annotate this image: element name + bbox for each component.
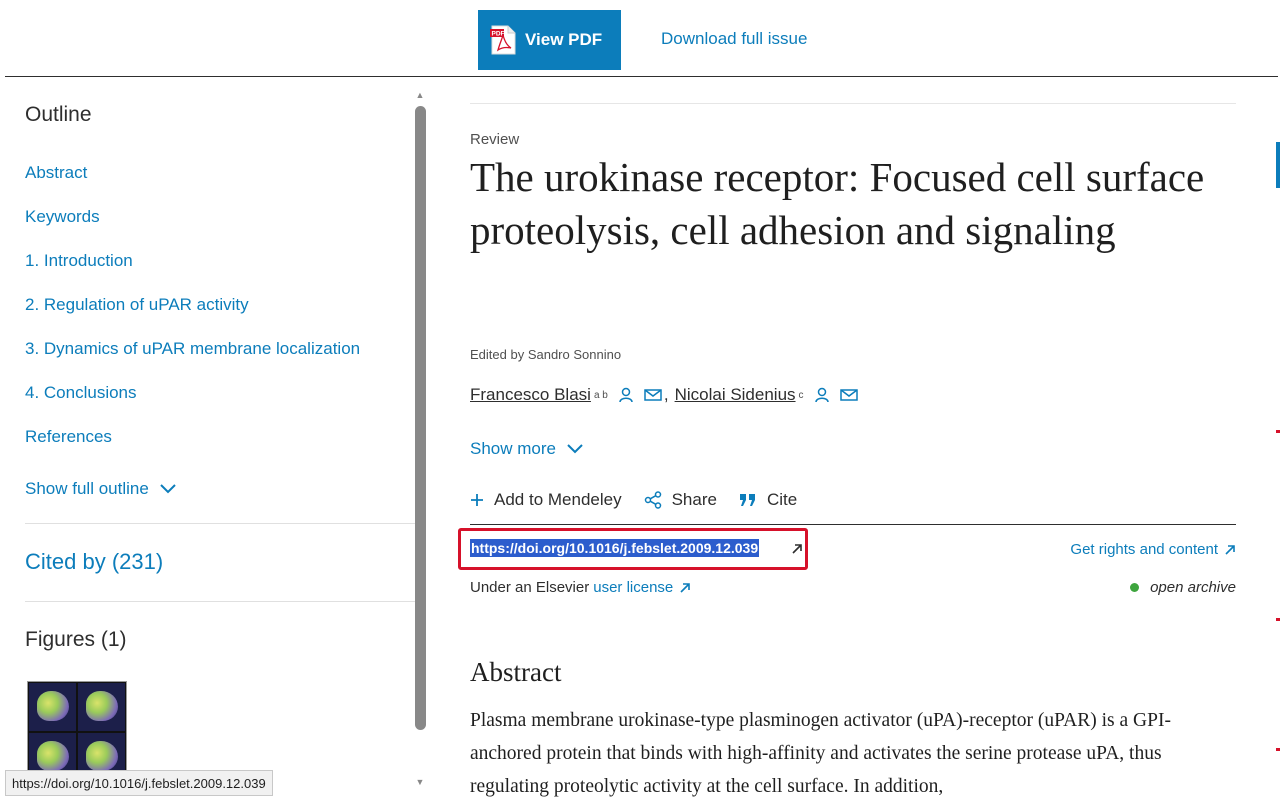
doi-focus-highlight <box>458 528 808 570</box>
article-title: The urokinase receptor: Focused cell sur… <box>470 154 1205 253</box>
open-archive-badge: open archive <box>1130 579 1236 596</box>
download-full-issue-link[interactable]: Download full issue <box>661 29 808 48</box>
cite-button[interactable]: Cite <box>739 490 797 510</box>
mendeley-label: Add to Mendeley <box>494 490 622 509</box>
user-license-link[interactable]: user license <box>593 579 691 596</box>
show-more-label: Show more <box>470 439 556 458</box>
article-type-label: Review <box>470 131 520 148</box>
svg-text:PDF: PDF <box>492 31 505 38</box>
share-label: Share <box>671 490 717 509</box>
doi-divider <box>470 524 1236 525</box>
user-license-label: user license <box>593 579 674 596</box>
quote-icon <box>739 494 755 506</box>
figures-heading: Figures (1) <box>25 628 127 651</box>
outline-item-references[interactable]: References <box>25 427 112 446</box>
article-actions: Add to Mendeley Share Cite <box>470 490 819 510</box>
outline-sidebar: Outline Abstract Keywords 1. Introductio… <box>5 77 415 800</box>
view-pdf-button[interactable]: PDF View PDF <box>478 10 621 70</box>
outline-item-abstract[interactable]: Abstract <box>25 163 88 182</box>
author-name-blasi[interactable]: Francesco Blasi <box>470 385 591 404</box>
plus-icon <box>471 494 483 506</box>
external-link-icon <box>680 582 691 593</box>
right-column-edge <box>1276 90 1280 790</box>
author-name-sidenius[interactable]: Nicolai Sidenius <box>674 385 796 404</box>
right-edge-mark <box>1276 748 1280 751</box>
get-rights-link[interactable]: Get rights and content <box>1070 541 1236 558</box>
outline-item-dynamics[interactable]: 3. Dynamics of uPAR membrane localizatio… <box>25 339 361 358</box>
edited-by-label: Edited by Sandro Sonnino <box>470 347 622 362</box>
add-to-mendeley-button[interactable]: Add to Mendeley <box>470 490 622 510</box>
author-affiliation-blasi[interactable]: a b <box>593 389 608 401</box>
get-rights-label: Get rights and content <box>1070 541 1218 558</box>
right-edge-accent <box>1276 142 1280 188</box>
email-icon[interactable] <box>644 388 662 402</box>
chevron-down-icon <box>567 444 583 454</box>
author-separator: , <box>663 385 669 404</box>
outline-divider <box>25 523 415 524</box>
license-prefix: Under an Elsevier <box>470 579 590 596</box>
external-link-icon <box>1225 544 1235 555</box>
chevron-down-icon <box>160 484 176 494</box>
author-affiliation-sidenius[interactable]: c <box>798 389 804 401</box>
open-archive-dot-icon <box>1130 583 1140 592</box>
cited-divider <box>25 601 415 602</box>
article-toolbar: PDF View PDF Download full issue <box>5 0 1278 77</box>
browser-status-bar: https://doi.org/10.1016/j.febslet.2009.1… <box>5 770 273 796</box>
show-full-outline-label: Show full outline <box>25 479 149 498</box>
person-icon[interactable] <box>814 387 830 403</box>
abstract-text: Plasma membrane urokinase-type plasminog… <box>470 710 1171 797</box>
scroll-down-arrow-icon[interactable]: ▼ <box>415 777 425 787</box>
outline-item-conclusions[interactable]: 4. Conclusions <box>25 383 137 402</box>
figure-thumbnail[interactable] <box>27 681 127 783</box>
cited-by-link[interactable]: Cited by (231) <box>25 549 164 574</box>
abstract-heading: Abstract <box>470 657 562 687</box>
right-edge-mark <box>1276 618 1280 621</box>
share-button[interactable]: Share <box>644 490 717 510</box>
view-pdf-label: View PDF <box>525 30 603 49</box>
open-archive-label: open archive <box>1150 579 1236 596</box>
email-icon[interactable] <box>839 388 858 402</box>
right-edge-mark <box>1276 430 1280 433</box>
pdf-file-icon: PDF <box>490 25 516 55</box>
outline-item-keywords[interactable]: Keywords <box>25 207 100 226</box>
show-more-button[interactable]: Show more <box>470 439 584 459</box>
author-list: Francesco Blasi a b , Nicolai Sidenius c <box>470 385 858 405</box>
license-info: Under an Elsevier user license <box>470 579 691 596</box>
outline-item-regulation[interactable]: 2. Regulation of uPAR activity <box>25 295 249 314</box>
cite-label: Cite <box>766 490 798 509</box>
share-icon <box>644 491 661 509</box>
person-icon[interactable] <box>618 387 634 403</box>
outline-item-introduction[interactable]: 1. Introduction <box>25 251 133 270</box>
external-link-icon[interactable] <box>791 543 803 555</box>
scroll-up-arrow-icon[interactable]: ▲ <box>415 90 425 100</box>
sidebar-scroll-thumb[interactable] <box>415 106 426 730</box>
header-divider <box>470 103 1236 104</box>
outline-heading: Outline <box>25 103 92 126</box>
show-full-outline-button[interactable]: Show full outline <box>25 479 177 499</box>
article-main: Review The urokinase receptor: Focused c… <box>458 77 1236 800</box>
doi-link[interactable]: https://doi.org/10.1016/j.febslet.2009.1… <box>470 539 760 557</box>
